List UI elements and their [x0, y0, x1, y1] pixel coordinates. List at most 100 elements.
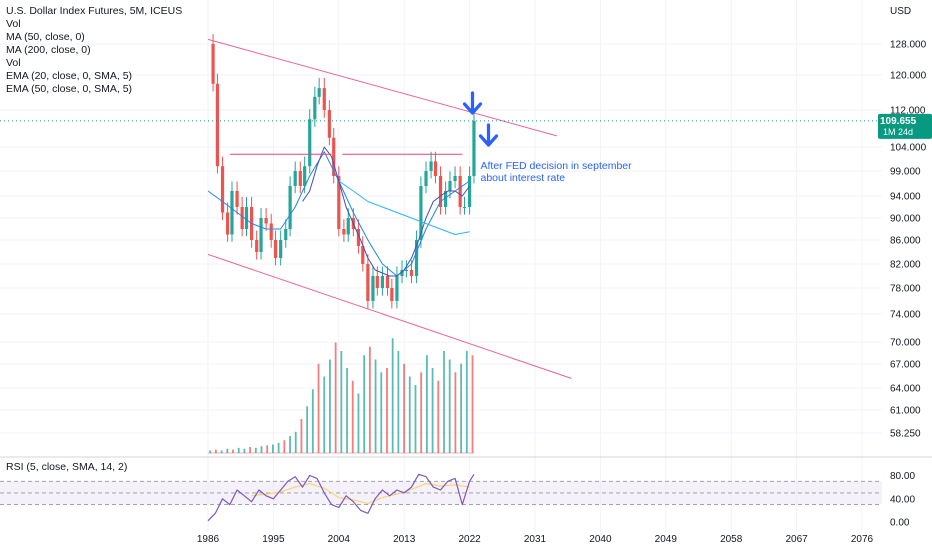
volume-bar-9 [260, 446, 263, 453]
price-tick-label-13: 64.000 [890, 384, 921, 395]
candle-body-2 [215, 83, 220, 167]
candle-body-23 [317, 88, 321, 97]
rsi-tick-label-2: 0.00 [890, 518, 910, 529]
candle-body-38 [390, 288, 394, 301]
candle-body-3 [220, 166, 225, 213]
candle-body-54 [468, 176, 472, 207]
legend-vol[interactable]: Vol [6, 18, 21, 30]
ma-slow-line [338, 180, 470, 235]
volume-bar-15 [294, 431, 297, 453]
candle-body-16 [284, 229, 288, 240]
candle-body-8 [244, 207, 249, 229]
time-tick-label-3: 2013 [393, 534, 416, 545]
volume-bar-37 [420, 372, 423, 453]
volume-bar-13 [283, 440, 286, 453]
channel-lower-line [207, 253, 572, 379]
channel-upper-line [207, 38, 557, 137]
indicator-lines [207, 146, 471, 277]
time-axis[interactable]: 1986 1995 2004 2013 2022 2031 2040 2049 2058 2067… [197, 534, 874, 545]
candle-body-4 [226, 212, 230, 235]
volume-bar-11 [272, 444, 274, 453]
volume-bar-41 [443, 351, 445, 453]
candle-body-22 [313, 96, 317, 120]
candle-body-29 [346, 218, 350, 235]
volume-bar-31 [386, 368, 388, 453]
rsi-line [207, 473, 475, 522]
price-tick-label-14: 61.000 [890, 406, 921, 417]
time-tick-label-7: 2049 [655, 534, 678, 545]
legend-ema-20[interactable]: EMA (20, close, 0, SMA, 5) [6, 70, 133, 82]
candle-body-50 [448, 181, 452, 191]
volume-bar-30 [380, 372, 383, 453]
candle-body-35 [375, 276, 379, 288]
candle-body-48 [438, 176, 443, 207]
volume-bar-23 [340, 351, 343, 453]
indicator-legend: U.S. Dollar Index Futures, 5M, ICEUS Vol… [6, 5, 182, 96]
candle-body-13 [269, 223, 273, 240]
time-tick-label-1: 1995 [262, 534, 285, 545]
price-tick-label-2: 112.000 [890, 106, 926, 117]
price-axis[interactable]: USD 128.000 120.000 112.000 104.000 99.000 94.… [878, 6, 932, 529]
candle-body-11 [259, 218, 263, 252]
volume-bar-44 [460, 363, 463, 453]
volume-bar-36 [414, 385, 417, 453]
legend-ema-50[interactable]: EMA (50, close, 0, SMA, 5) [6, 83, 133, 95]
rsi-tick-label-0: 80.00 [890, 471, 915, 482]
time-tick-label-8: 2058 [720, 534, 743, 545]
volume-bar-22 [334, 342, 337, 453]
last-price-badge [878, 113, 932, 139]
volume-bar-14 [289, 436, 291, 453]
price-tick-label-9: 78.000 [890, 284, 921, 295]
price-tick-label-3: 104.000 [890, 143, 927, 154]
price-tick-label-12: 67.000 [890, 360, 921, 371]
price-tick-label-1: 120.000 [890, 71, 927, 82]
price-tick-label-10: 74.000 [890, 310, 921, 321]
candle-body-7 [240, 207, 244, 229]
price-tick-label-0: 128.000 [890, 40, 927, 51]
rsi-legend[interactable]: RSI (5, close, SMA, 14, 2) [6, 461, 128, 473]
candle-body-53 [462, 207, 467, 208]
volume-bars [208, 338, 474, 454]
volume-bar-34 [403, 363, 405, 453]
candle-body-31 [356, 229, 361, 246]
candle-body-36 [380, 276, 384, 288]
volume-bar-38 [425, 355, 428, 453]
volume-bar-6 [243, 448, 246, 453]
volume-bar-28 [368, 346, 371, 453]
volume-bar-45 [465, 351, 468, 453]
candle-body-27 [337, 176, 341, 229]
volume-bar-40 [437, 380, 440, 453]
trend-channel[interactable] [0, 38, 882, 379]
price-tick-label-15: 58.250 [890, 429, 921, 440]
volume-bar-12 [277, 442, 280, 453]
last-price-countdown: 1M 24d [883, 127, 913, 137]
annotation-text-line2: about interest rate [481, 172, 566, 184]
price-tick-label-5: 94.000 [890, 192, 921, 203]
candle-body-40 [400, 270, 404, 276]
legend-vol-2[interactable]: Vol [6, 57, 21, 69]
volume-bar-5 [237, 447, 240, 453]
volume-bar-39 [431, 368, 434, 453]
volume-bar-0 [209, 450, 212, 453]
time-tick-label-4: 2022 [458, 534, 481, 545]
candle-body-17 [288, 186, 292, 229]
symbol-title[interactable]: U.S. Dollar Index Futures, 5M, ICEUS [6, 5, 183, 17]
legend-ma-50[interactable]: MA (50, close, 0) [6, 31, 85, 43]
legend-ma-200[interactable]: MA (200, close, 0) [6, 44, 91, 56]
time-tick-label-5: 2031 [524, 534, 547, 545]
candle-body-33 [366, 264, 370, 301]
candle-body-26 [332, 137, 336, 176]
volume-bar-8 [254, 447, 257, 453]
volume-bar-27 [363, 355, 366, 453]
candle-body-37 [385, 276, 390, 288]
volume-bar-33 [397, 351, 400, 453]
candle-body-25 [327, 110, 331, 138]
rsi-signal-line [251, 483, 470, 504]
last-price-label: 109.655 [880, 116, 917, 127]
volume-bar-43 [454, 372, 457, 453]
candle-body-39 [395, 276, 399, 301]
volume-bar-1 [214, 449, 217, 453]
candle-body-52 [458, 176, 462, 207]
